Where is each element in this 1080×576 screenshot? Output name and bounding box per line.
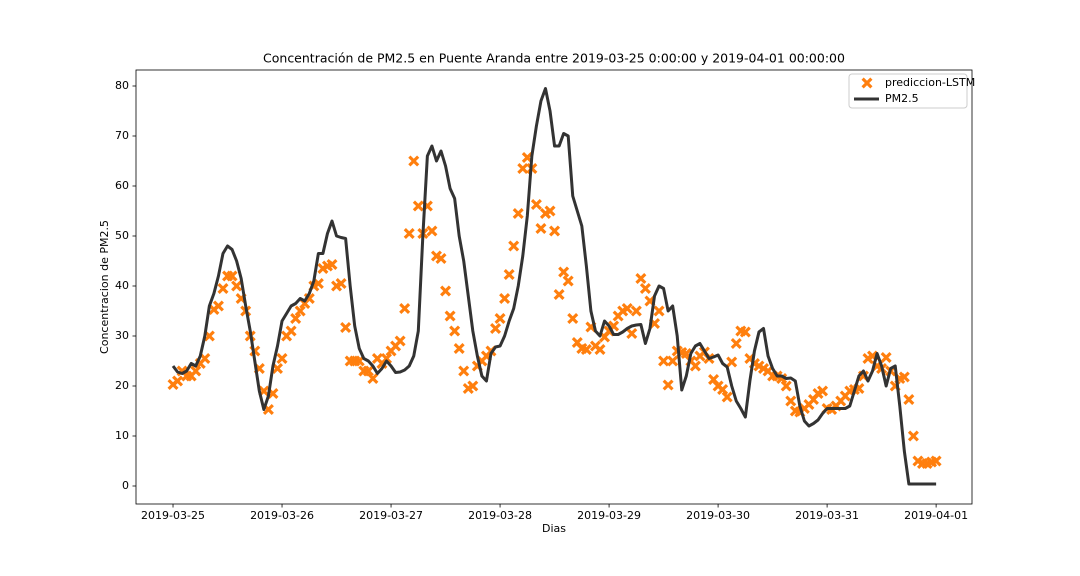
y-tick-label: 10 <box>115 429 129 442</box>
scatter-point <box>512 208 524 219</box>
scatter-point <box>817 385 829 397</box>
scatter-point <box>898 371 910 383</box>
scatter-point <box>312 278 324 289</box>
scatter-point <box>621 303 633 314</box>
y-tick-label: 80 <box>115 79 129 92</box>
plot-frame <box>135 69 973 505</box>
scatter-point <box>721 391 733 403</box>
scatter-point <box>285 325 297 337</box>
scatter-point <box>907 430 919 442</box>
scatter-point <box>440 285 452 297</box>
scatter-point <box>544 205 556 217</box>
scatter-point <box>626 328 638 339</box>
y-tick-label: 60 <box>115 179 129 192</box>
scatter-point <box>381 353 392 364</box>
x-tick-label: 2019-03-25 <box>141 509 205 522</box>
scatter-point <box>739 326 751 338</box>
scatter-point <box>290 313 302 324</box>
scatter-point <box>408 155 420 167</box>
legend-label: prediccion-LSTM <box>885 76 975 89</box>
scatter-point <box>567 313 579 324</box>
scatter-point <box>367 373 379 384</box>
scatter-point <box>217 283 229 294</box>
scatter-point <box>499 293 511 304</box>
scatter-point <box>426 225 438 237</box>
y-tick-label: 0 <box>122 479 129 492</box>
scatter-point <box>467 380 479 392</box>
scatter-point <box>717 384 729 395</box>
scatter-point <box>785 395 797 407</box>
x-tick-label: 2019-03-27 <box>359 509 423 522</box>
scatter-point <box>553 289 565 300</box>
scatter-point <box>726 356 738 368</box>
scatter-point <box>190 365 202 377</box>
scatter-point <box>362 365 374 377</box>
scatter-point <box>340 322 352 333</box>
scatter-point <box>530 199 542 210</box>
scatter-point <box>653 305 665 317</box>
scatter-point <box>490 323 502 334</box>
x-tick-label: 2019-04-01 <box>904 509 968 522</box>
scatter-point <box>172 375 184 387</box>
y-axis-label: Concentracion de PM2.5 <box>98 220 111 354</box>
legend-marker <box>861 77 873 89</box>
scatter-point <box>335 278 347 289</box>
chart-title: Concentración de PM2.5 en Puente Aranda … <box>263 51 845 66</box>
scatter-point <box>880 352 892 363</box>
scatter-point <box>667 355 679 367</box>
scatter-point <box>353 355 365 367</box>
scatter-point <box>930 455 942 467</box>
scatter-point <box>444 310 456 322</box>
scatter-point <box>212 300 224 312</box>
scatter-point <box>508 240 520 252</box>
scatter-point <box>635 273 647 284</box>
scatter-point <box>294 305 306 317</box>
data-line <box>171 87 937 486</box>
x-tick-label: 2019-03-29 <box>577 509 641 522</box>
x-axis-label: Dias <box>542 522 566 535</box>
x-tick-label: 2019-03-28 <box>468 509 532 522</box>
scatter-point <box>394 335 406 347</box>
x-tick-label: 2019-03-26 <box>250 509 314 522</box>
scatter-point <box>549 225 561 237</box>
scatter-point <box>562 275 574 287</box>
y-tick-label: 20 <box>115 379 129 392</box>
y-tick-label: 70 <box>115 129 129 142</box>
scatter-point <box>458 365 470 377</box>
scatter-point <box>517 163 529 174</box>
scatter-point <box>494 313 506 324</box>
y-tick-label: 40 <box>115 279 129 292</box>
scatter-point <box>403 228 415 239</box>
scatter-point <box>689 360 701 372</box>
scatter-point <box>580 344 592 355</box>
scatter-point <box>399 303 411 314</box>
scatter-point <box>449 325 461 337</box>
scatter-point <box>412 200 424 212</box>
scatter-point <box>558 266 570 278</box>
scatter-point <box>903 394 915 405</box>
scatter-point <box>503 269 515 280</box>
scatter-point <box>730 338 742 349</box>
scatter-point <box>639 283 651 294</box>
y-tick-label: 30 <box>115 329 129 342</box>
scatter-point <box>435 253 447 264</box>
scatter-point <box>199 353 211 364</box>
scatter-point <box>231 280 243 292</box>
x-tick-label: 2019-03-31 <box>795 509 859 522</box>
scatter-point <box>662 379 674 391</box>
scatter-point <box>780 380 792 392</box>
scatter-point <box>535 223 547 234</box>
scatter-point <box>271 363 283 374</box>
x-tick-label: 2019-03-30 <box>686 509 750 522</box>
y-tick-label: 50 <box>115 229 129 242</box>
scatter-point <box>453 343 465 354</box>
scatter-point <box>594 344 606 355</box>
scatter-point <box>658 355 670 367</box>
scatter-point <box>226 270 238 282</box>
legend-label: PM2.5 <box>885 92 919 105</box>
scatter-point <box>276 353 288 364</box>
scatter-point <box>630 305 642 317</box>
scatter-point <box>326 259 338 270</box>
